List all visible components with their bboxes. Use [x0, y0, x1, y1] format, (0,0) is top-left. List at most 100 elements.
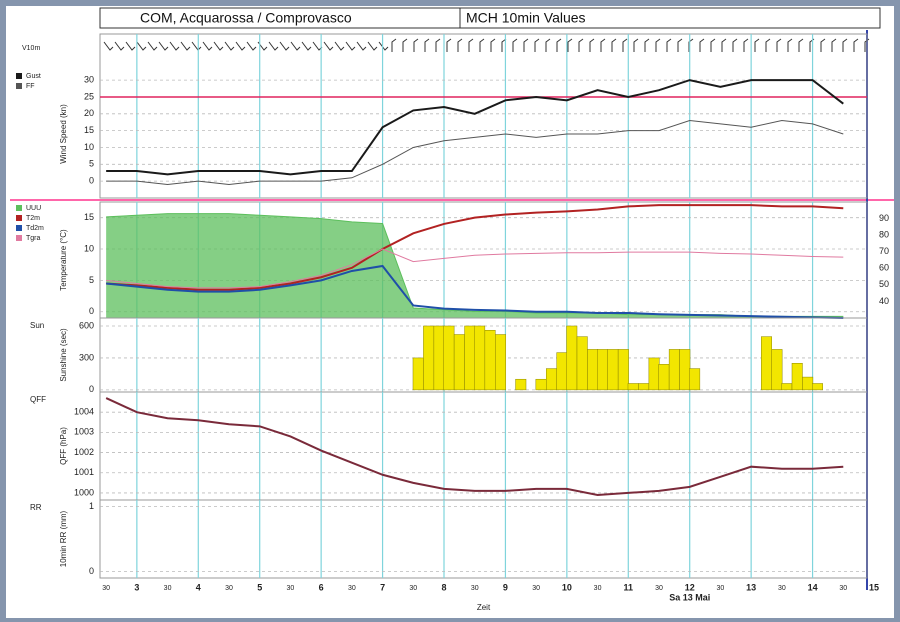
y2-tick-label: 80 [879, 230, 889, 240]
y-axis-label: Temperature (°C) [59, 229, 68, 291]
y-tick-label: 15 [84, 212, 94, 222]
wind-barb [578, 38, 584, 52]
bar [535, 378, 547, 391]
wind-barb [512, 38, 518, 52]
wind-barb [158, 41, 169, 51]
barb-label: V10m [22, 45, 40, 52]
wind-barb [180, 41, 191, 51]
wind-barb [446, 38, 452, 52]
wind-barb [435, 38, 441, 52]
x-tick-label: 30 [409, 585, 417, 592]
bar [781, 383, 793, 391]
x-tick-label: 30 [225, 585, 233, 592]
wind-barb [501, 38, 507, 52]
wind-barb [721, 38, 727, 52]
legend-swatch [16, 225, 22, 231]
wind-barb [523, 38, 529, 52]
bar [556, 352, 568, 391]
series-line [106, 79, 844, 176]
wind-barb [424, 38, 430, 52]
wind-barb [754, 38, 760, 52]
wind-barb [710, 38, 716, 52]
bar [587, 349, 599, 391]
legend-label: FF [26, 83, 35, 90]
bar [443, 325, 455, 391]
wind-barb [457, 38, 463, 52]
y-tick-label: 5 [89, 275, 94, 285]
bar [761, 336, 772, 391]
y2-tick-label: 40 [879, 296, 889, 306]
wind-barb [765, 38, 771, 52]
y-tick-label: 0 [89, 566, 94, 576]
wind-barb [677, 38, 683, 52]
x-tick-label: 30 [594, 585, 602, 592]
x-tick-label: 30 [164, 585, 172, 592]
legend-label: Tgra [26, 235, 41, 242]
y-tick-label: 15 [84, 125, 94, 135]
bar [638, 383, 650, 391]
wind-barb [235, 41, 246, 51]
y-tick-label: 10 [84, 142, 94, 152]
wind-barb [545, 38, 551, 52]
x-tick-label: 30 [655, 585, 663, 592]
bar [474, 325, 486, 391]
wind-barb [136, 41, 147, 51]
series-line [106, 120, 844, 186]
legend-swatch [16, 83, 22, 89]
wind-barb [268, 41, 279, 51]
y-tick-label: 1001 [74, 467, 94, 477]
wind-barb [356, 41, 367, 51]
y-axis-label: QFF (hPa) [59, 427, 68, 465]
y-tick-label: 20 [84, 108, 94, 118]
bar [464, 325, 476, 391]
bar [812, 383, 823, 391]
x-tick-label: 12 [685, 582, 695, 592]
x-tick-label: 15 [869, 582, 879, 592]
wind-barb [103, 41, 114, 51]
wind-barb [556, 38, 562, 52]
bar [791, 363, 803, 391]
x-tick-label: 8 [441, 582, 446, 592]
y-tick-label: 5 [89, 159, 94, 169]
wind-barb [114, 41, 125, 51]
station-title: COM, Acquarossa / Comprovasco [140, 10, 352, 26]
series-line [106, 204, 844, 291]
wind-barb [655, 38, 661, 52]
x-tick-label: 30 [287, 585, 295, 592]
wind-barb [378, 41, 389, 51]
y-tick-label: 0 [89, 176, 94, 186]
x-tick-label: 13 [746, 582, 756, 592]
wind-barb [301, 41, 312, 51]
bar [658, 364, 670, 391]
wind-barb [290, 41, 301, 51]
bar [515, 378, 527, 391]
wind-barb [402, 38, 408, 52]
y-tick-label: 0 [89, 384, 94, 394]
wind-barb [334, 41, 345, 51]
wind-barb [391, 38, 397, 52]
y-tick-label: 0 [89, 306, 94, 316]
y-tick-label: 10 [84, 243, 94, 253]
wind-barb [776, 38, 782, 52]
bar [484, 329, 496, 391]
x-tick-label: 6 [319, 582, 324, 592]
wind-barb [279, 41, 290, 51]
x-tick-label: 14 [808, 582, 818, 592]
legend-label: Gust [26, 73, 41, 80]
y2-tick-label: 70 [879, 246, 889, 256]
bar [771, 349, 783, 391]
panel-label: RR [30, 503, 42, 512]
bar [597, 349, 608, 391]
panel-label: Sun [30, 321, 44, 330]
bar [617, 349, 629, 391]
bar [576, 336, 588, 391]
bar [679, 349, 691, 391]
wind-barb [864, 38, 870, 52]
y-tick-label: 1000 [74, 487, 94, 497]
bar [412, 357, 424, 391]
wind-barb [125, 41, 136, 51]
panel-label: QFF [30, 395, 46, 404]
wind-barb [345, 41, 356, 51]
y-axis-label: Sunshine (sec) [59, 328, 68, 382]
x-tick-label: 9 [503, 582, 508, 592]
